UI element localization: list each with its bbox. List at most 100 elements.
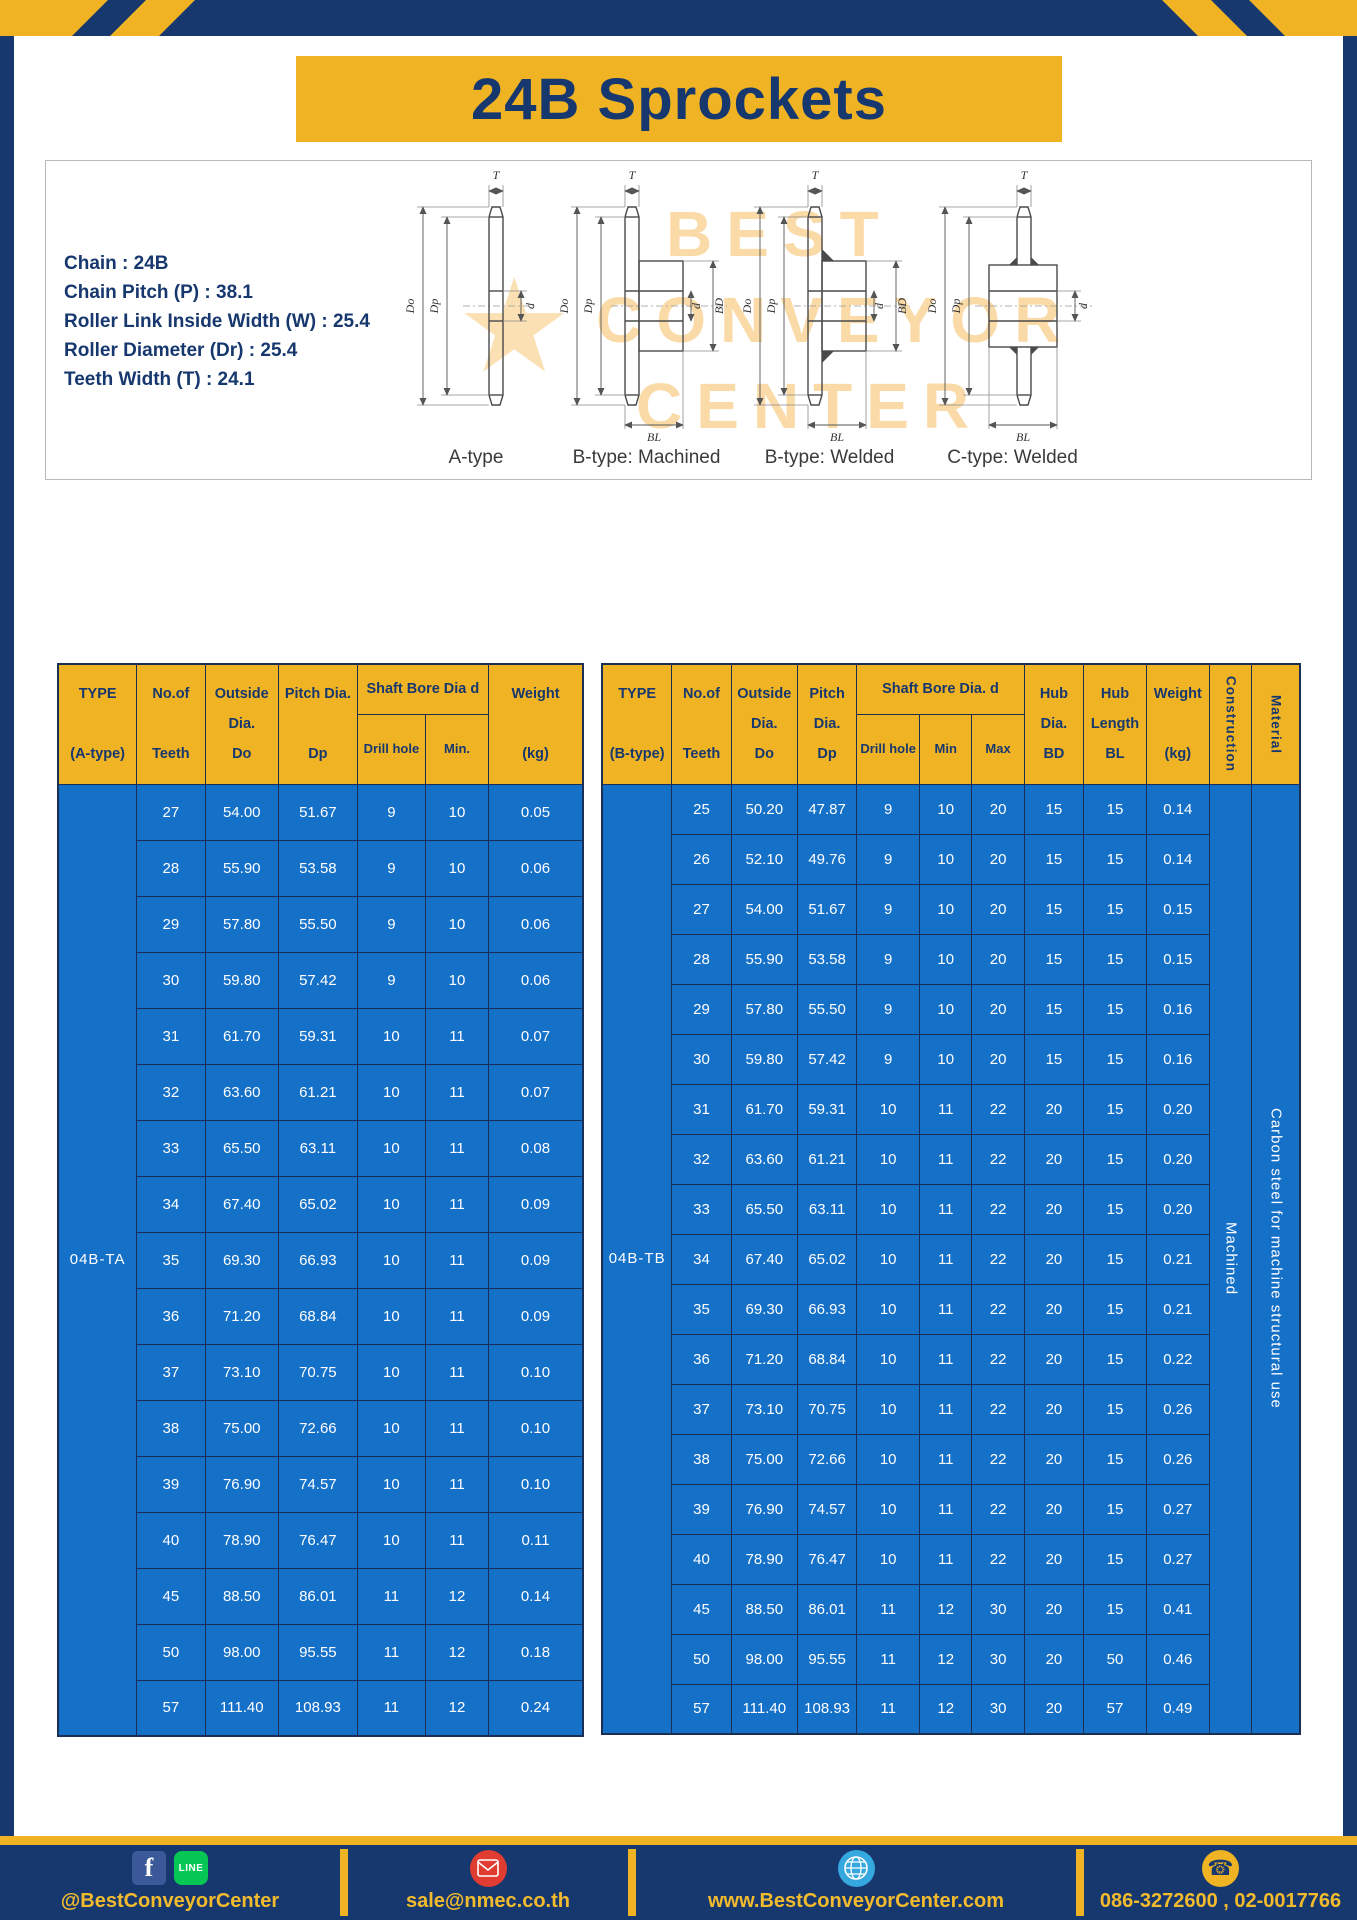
cell-pitch-dia: 61.21 xyxy=(796,1133,858,1185)
cell-weight: 0.14 xyxy=(488,1567,584,1625)
cell-teeth: 34 xyxy=(136,1175,206,1233)
email-address[interactable]: sale@nmec.co.th xyxy=(405,1890,570,1912)
cell-weight: 0.21 xyxy=(1145,1233,1210,1285)
svg-text:T: T xyxy=(493,168,501,182)
facebook-icon[interactable]: f xyxy=(132,1851,166,1885)
table-row: 35 69.30 66.93 10 11 22 20 15 0.21 xyxy=(602,1283,1300,1335)
svg-text:d: d xyxy=(1076,302,1090,309)
cell-teeth: 36 xyxy=(136,1287,206,1345)
phone-numbers[interactable]: 086-3272600 , 02-0017766 xyxy=(1099,1890,1342,1912)
col-header-drill-hole: Drill hole xyxy=(856,713,921,785)
cell-outside-dia: 55.90 xyxy=(730,933,798,985)
cell-drill-hole: 9 xyxy=(356,839,427,897)
col-header-pitch-dia: Pitch Dia. Dp xyxy=(278,663,358,785)
cell-max: 20 xyxy=(971,833,1025,885)
col-header-min: Min xyxy=(919,713,973,785)
table-row: 26 52.10 49.76 9 10 20 15 15 0.14 xyxy=(602,833,1300,885)
cell-pitch-dia: 68.84 xyxy=(278,1287,358,1345)
figure-b-type-machined: T Do Dp d BD xyxy=(559,167,734,469)
col-header-hub-dia: Hub Dia. BD xyxy=(1023,663,1085,785)
cell-min: 11 xyxy=(425,1287,489,1345)
table-row: 40 78.90 76.47 10 11 0.11 xyxy=(58,1511,584,1569)
cell-min: 11 xyxy=(425,1511,489,1569)
svg-text:d: d xyxy=(689,302,703,309)
svg-text:Dp: Dp xyxy=(764,299,778,315)
cell-min: 11 xyxy=(919,1433,973,1485)
cell-drill-hole: 10 xyxy=(856,1283,921,1335)
svg-text:BD: BD xyxy=(712,298,726,314)
cell-weight: 0.46 xyxy=(1145,1633,1210,1685)
cell-hub-dia: 20 xyxy=(1023,1683,1085,1735)
cell-hub-length: 15 xyxy=(1083,833,1147,885)
cell-max: 20 xyxy=(971,983,1025,1035)
cell-max: 22 xyxy=(971,1183,1025,1235)
table-row: 57 111.40 108.93 11 12 0.24 xyxy=(58,1679,584,1737)
cell-outside-dia: 88.50 xyxy=(730,1583,798,1635)
website-url[interactable]: www.BestConveyorCenter.com xyxy=(707,1890,1004,1912)
cell-drill-hole: 10 xyxy=(356,1287,427,1345)
globe-icon[interactable] xyxy=(837,1849,875,1887)
footer-bar: f LINE @BestConveyorCenter sale@nmec.co.… xyxy=(0,1845,1357,1920)
footer-divider xyxy=(340,1849,348,1916)
cell-pitch-dia: 70.75 xyxy=(278,1343,358,1401)
cell-weight: 0.14 xyxy=(1145,783,1210,835)
cell-pitch-dia: 74.57 xyxy=(796,1483,858,1535)
cell-min: 10 xyxy=(425,839,489,897)
social-handle[interactable]: @BestConveyorCenter xyxy=(60,1890,280,1912)
cell-max: 22 xyxy=(971,1083,1025,1135)
svg-text:Dp: Dp xyxy=(427,299,441,315)
cell-teeth: 33 xyxy=(136,1119,206,1177)
cell-min: 11 xyxy=(425,1007,489,1065)
cell-min: 12 xyxy=(919,1583,973,1635)
figure-caption: A-type xyxy=(448,447,504,468)
col-header-shaft-bore: Shaft Bore Dia. d xyxy=(856,663,1025,715)
cell-min: 10 xyxy=(425,783,489,841)
cell-drill-hole: 10 xyxy=(356,1231,427,1289)
cell-drill-hole: 10 xyxy=(856,1533,921,1585)
email-icon[interactable] xyxy=(469,1849,507,1887)
cell-teeth: 39 xyxy=(136,1455,206,1513)
cell-drill-hole: 10 xyxy=(356,1119,427,1177)
phone-icon[interactable]: ☎ xyxy=(1202,1849,1239,1887)
cell-pitch-dia: 108.93 xyxy=(278,1679,358,1737)
cell-teeth: 35 xyxy=(136,1231,206,1289)
cell-outside-dia: 69.30 xyxy=(204,1231,279,1289)
cell-pitch-dia: 76.47 xyxy=(796,1533,858,1585)
col-header-teeth: No.of Teeth xyxy=(671,663,732,785)
figure-a-type: T Do Dp d A-type xyxy=(401,167,551,469)
line-icon[interactable]: LINE xyxy=(174,1851,208,1885)
cell-hub-dia: 20 xyxy=(1023,1583,1085,1635)
cell-teeth: 28 xyxy=(671,933,732,985)
table-row: 40 78.90 76.47 10 11 22 20 15 0.27 xyxy=(602,1533,1300,1585)
cell-outside-dia: 54.00 xyxy=(204,783,279,841)
footer-phone-section: ☎ 086-3272600 , 02-0017766 xyxy=(1084,1845,1357,1920)
figure-caption: C-type: Welded xyxy=(947,447,1078,468)
col-header-teeth: No.of Teeth xyxy=(136,663,206,785)
cell-hub-dia: 15 xyxy=(1023,833,1085,885)
cell-outside-dia: 59.80 xyxy=(204,951,279,1009)
cell-max: 22 xyxy=(971,1283,1025,1335)
table-row: 31 61.70 59.31 10 11 22 20 15 0.20 xyxy=(602,1083,1300,1135)
cell-pitch-dia: 95.55 xyxy=(796,1633,858,1685)
cell-weight: 0.06 xyxy=(488,895,584,953)
figure-caption: B-type: Machined xyxy=(572,447,721,468)
table-row: 37 73.10 70.75 10 11 22 20 15 0.26 xyxy=(602,1383,1300,1435)
table-row: 29 57.80 55.50 9 10 20 15 15 0.16 xyxy=(602,983,1300,1035)
cell-min: 10 xyxy=(919,1033,973,1085)
cell-drill-hole: 10 xyxy=(356,1007,427,1065)
col-header-weight: Weight (kg) xyxy=(488,663,584,785)
cell-drill-hole: 9 xyxy=(356,895,427,953)
svg-text:d: d xyxy=(523,302,537,309)
table-row: 38 75.00 72.66 10 11 0.10 xyxy=(58,1399,584,1457)
cell-weight: 0.20 xyxy=(1145,1083,1210,1135)
cell-drill-hole: 10 xyxy=(856,1133,921,1185)
b-type-welded-drawing: T Do Dp d BD xyxy=(742,168,910,444)
spec-line: Chain Pitch (P) : 38.1 xyxy=(64,282,253,303)
col-header-shaft-bore: Shaft Bore Dia d xyxy=(356,663,490,715)
cell-weight: 0.09 xyxy=(488,1287,584,1345)
cell-hub-length: 57 xyxy=(1083,1683,1147,1735)
cell-min: 11 xyxy=(919,1283,973,1335)
top-banner xyxy=(0,0,1357,36)
cell-outside-dia: 111.40 xyxy=(204,1679,279,1737)
